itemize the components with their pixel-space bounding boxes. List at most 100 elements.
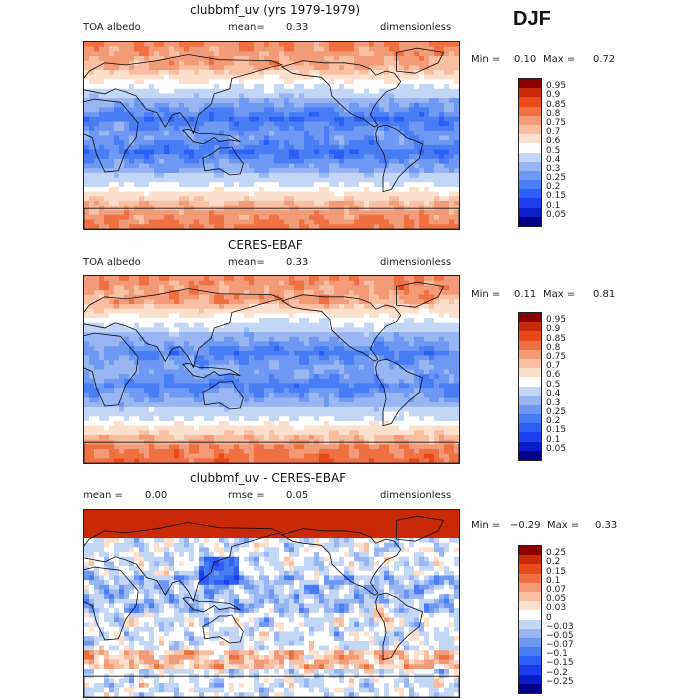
map-cell — [304, 144, 310, 151]
map-cell — [239, 107, 245, 113]
map-cell — [114, 65, 120, 71]
map-cell — [309, 276, 315, 282]
map-cell — [449, 116, 455, 122]
map-cell — [339, 135, 345, 141]
map-cell — [149, 149, 155, 155]
map-cell — [374, 186, 380, 193]
map-cell — [174, 322, 180, 328]
panel2-mean-label: mean= — [228, 257, 265, 268]
map-cell — [414, 327, 420, 333]
map-cell — [209, 186, 215, 193]
map-cell — [424, 374, 430, 380]
map-cell — [94, 392, 100, 399]
map-cell — [349, 388, 355, 394]
map-cell — [374, 313, 380, 319]
map-cell — [284, 98, 290, 104]
map-cell — [439, 210, 445, 216]
map-cell — [274, 191, 280, 197]
map-cell — [379, 126, 385, 132]
map-cell — [109, 168, 115, 174]
map-cell — [424, 219, 430, 225]
map-cell — [309, 135, 315, 141]
map-cell — [294, 65, 300, 71]
map-cell — [304, 336, 310, 342]
map-cell — [214, 360, 220, 366]
map-cell — [289, 219, 295, 225]
map-cell — [149, 186, 155, 193]
map-cell — [384, 102, 390, 108]
map-cell — [329, 219, 335, 225]
map-cell — [334, 374, 340, 380]
map-cell — [314, 383, 320, 389]
map-cell — [209, 383, 215, 389]
map-cell — [274, 168, 280, 174]
map-cell — [234, 46, 240, 52]
map-cell — [209, 313, 215, 319]
map-cell — [184, 294, 190, 300]
map-cell — [309, 121, 315, 127]
map-cell — [274, 102, 280, 108]
map-cell — [89, 112, 95, 118]
map-cell — [99, 350, 105, 356]
map-cell — [99, 276, 105, 282]
map-cell — [144, 140, 150, 146]
map-cell — [174, 158, 180, 165]
map-cell — [154, 107, 160, 113]
map-cell — [429, 60, 435, 66]
map-cell — [159, 355, 165, 361]
map-cell — [179, 130, 185, 136]
map-cell — [389, 191, 395, 197]
map-cell — [444, 112, 450, 118]
map-cell — [119, 186, 125, 193]
map-cell — [239, 182, 245, 188]
map-cell — [319, 355, 325, 361]
map-cell — [149, 140, 155, 146]
map-cell — [434, 158, 440, 165]
map-cell — [139, 74, 145, 80]
map-cell — [184, 126, 190, 132]
map-cell — [389, 327, 395, 333]
map-cell — [409, 369, 415, 375]
map-cell — [244, 51, 250, 57]
map-cell — [339, 60, 345, 66]
map-cell — [414, 56, 420, 62]
map-cell — [324, 350, 330, 356]
map-cell — [154, 154, 160, 160]
map-cell — [409, 42, 415, 48]
map-cell — [359, 341, 365, 347]
map-cell — [199, 327, 205, 333]
map-cell — [259, 285, 265, 291]
map-cell — [319, 322, 325, 328]
map-cell — [94, 65, 100, 71]
map-cell — [319, 51, 325, 57]
map-cell — [234, 84, 240, 90]
map-cell — [409, 224, 415, 229]
map-cell — [89, 93, 95, 99]
map-cell — [299, 168, 305, 174]
map-cell — [409, 121, 415, 127]
map-cell — [339, 322, 345, 328]
map-cell — [244, 276, 250, 282]
map-cell — [374, 308, 380, 314]
map-cell — [374, 383, 380, 389]
map-cell — [304, 130, 310, 136]
map-cell — [304, 200, 310, 207]
map-cell — [159, 126, 165, 132]
map-cell — [364, 280, 370, 286]
map-cell — [114, 88, 120, 94]
map-cell — [394, 364, 400, 370]
map-cell — [99, 172, 105, 179]
map-cell — [129, 378, 135, 385]
map-cell — [314, 304, 320, 310]
map-cell — [354, 196, 360, 202]
map-cell — [184, 388, 190, 394]
map-cell — [314, 210, 320, 216]
map-cell — [154, 191, 160, 197]
map-cell — [174, 60, 180, 66]
map-cell — [89, 294, 95, 300]
map-cell — [219, 51, 225, 57]
map-cell — [324, 88, 330, 94]
map-cell — [319, 79, 325, 85]
map-cell — [374, 360, 380, 366]
map-cell — [159, 172, 165, 179]
